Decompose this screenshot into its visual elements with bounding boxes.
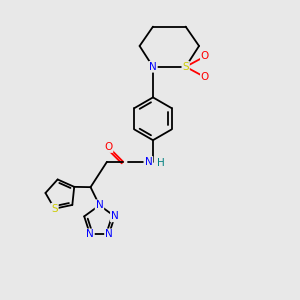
Text: O: O <box>104 142 112 152</box>
Text: N: N <box>149 62 157 72</box>
Text: N: N <box>111 212 118 221</box>
Text: N: N <box>145 157 152 167</box>
Text: S: S <box>51 204 58 214</box>
Text: O: O <box>201 72 209 82</box>
Text: N: N <box>86 229 94 239</box>
Text: N: N <box>105 229 113 239</box>
Text: S: S <box>182 62 189 72</box>
Text: H: H <box>158 158 165 168</box>
Text: O: O <box>201 51 209 62</box>
Text: N: N <box>96 200 103 210</box>
